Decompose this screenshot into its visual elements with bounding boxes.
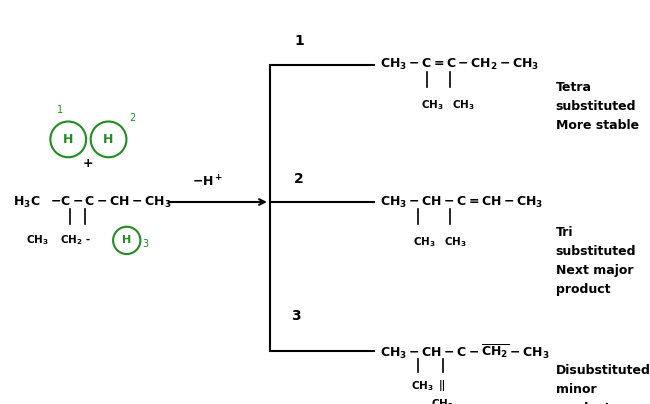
Text: 1: 1 [294, 34, 304, 48]
Text: 3: 3 [291, 309, 300, 323]
Text: Tri
substituted
Next major
product: Tri substituted Next major product [556, 226, 636, 296]
Text: ||: || [439, 380, 447, 391]
Text: $\mathbf{CH_3 - C = C - CH_2 - CH_3}$: $\mathbf{CH_3 - C = C - CH_2 - CH_3}$ [380, 57, 540, 72]
Text: $\mathbf{CH_3}$: $\mathbf{CH_3}$ [26, 234, 49, 247]
Text: H: H [122, 236, 131, 245]
Text: $\mathbf{CH_3}$: $\mathbf{CH_3}$ [411, 379, 434, 393]
Text: $\mathbf{CH_3}$: $\mathbf{CH_3}$ [421, 98, 444, 112]
Text: 2: 2 [129, 113, 136, 123]
Text: $\mathbf{-H^+}$: $\mathbf{-H^+}$ [192, 175, 224, 190]
Text: $\mathbf{- C - C - CH - CH_3}$: $\mathbf{- C - C - CH - CH_3}$ [50, 194, 172, 210]
Text: $\mathbf{CH_2}$: $\mathbf{CH_2}$ [431, 397, 454, 404]
Text: $\mathbf{H_3C}$: $\mathbf{H_3C}$ [13, 194, 40, 210]
Text: $\mathbf{CH_3 - CH - C - \overline{CH_2} - CH_3}$: $\mathbf{CH_3 - CH - C - \overline{CH_2}… [380, 342, 550, 361]
Text: $\mathbf{CH_3}$: $\mathbf{CH_3}$ [452, 98, 474, 112]
Text: 3: 3 [142, 239, 148, 248]
Text: $\mathbf{CH_3 - CH - C = CH - CH_3}$: $\mathbf{CH_3 - CH - C = CH - CH_3}$ [380, 194, 543, 210]
Text: $\mathbf{CH_3}$: $\mathbf{CH_3}$ [444, 236, 467, 249]
Text: Tetra
substituted
More stable: Tetra substituted More stable [556, 81, 639, 132]
Text: 1: 1 [57, 105, 63, 115]
Text: H: H [103, 133, 114, 146]
Text: $\mathbf{CH_2}$ -: $\mathbf{CH_2}$ - [60, 234, 92, 247]
Text: +: + [83, 157, 94, 170]
Text: Disubstituted
minor
product: Disubstituted minor product [556, 364, 650, 404]
Text: 2: 2 [294, 172, 304, 186]
Text: H: H [63, 133, 73, 146]
Text: $\mathbf{CH_3}$: $\mathbf{CH_3}$ [413, 236, 436, 249]
